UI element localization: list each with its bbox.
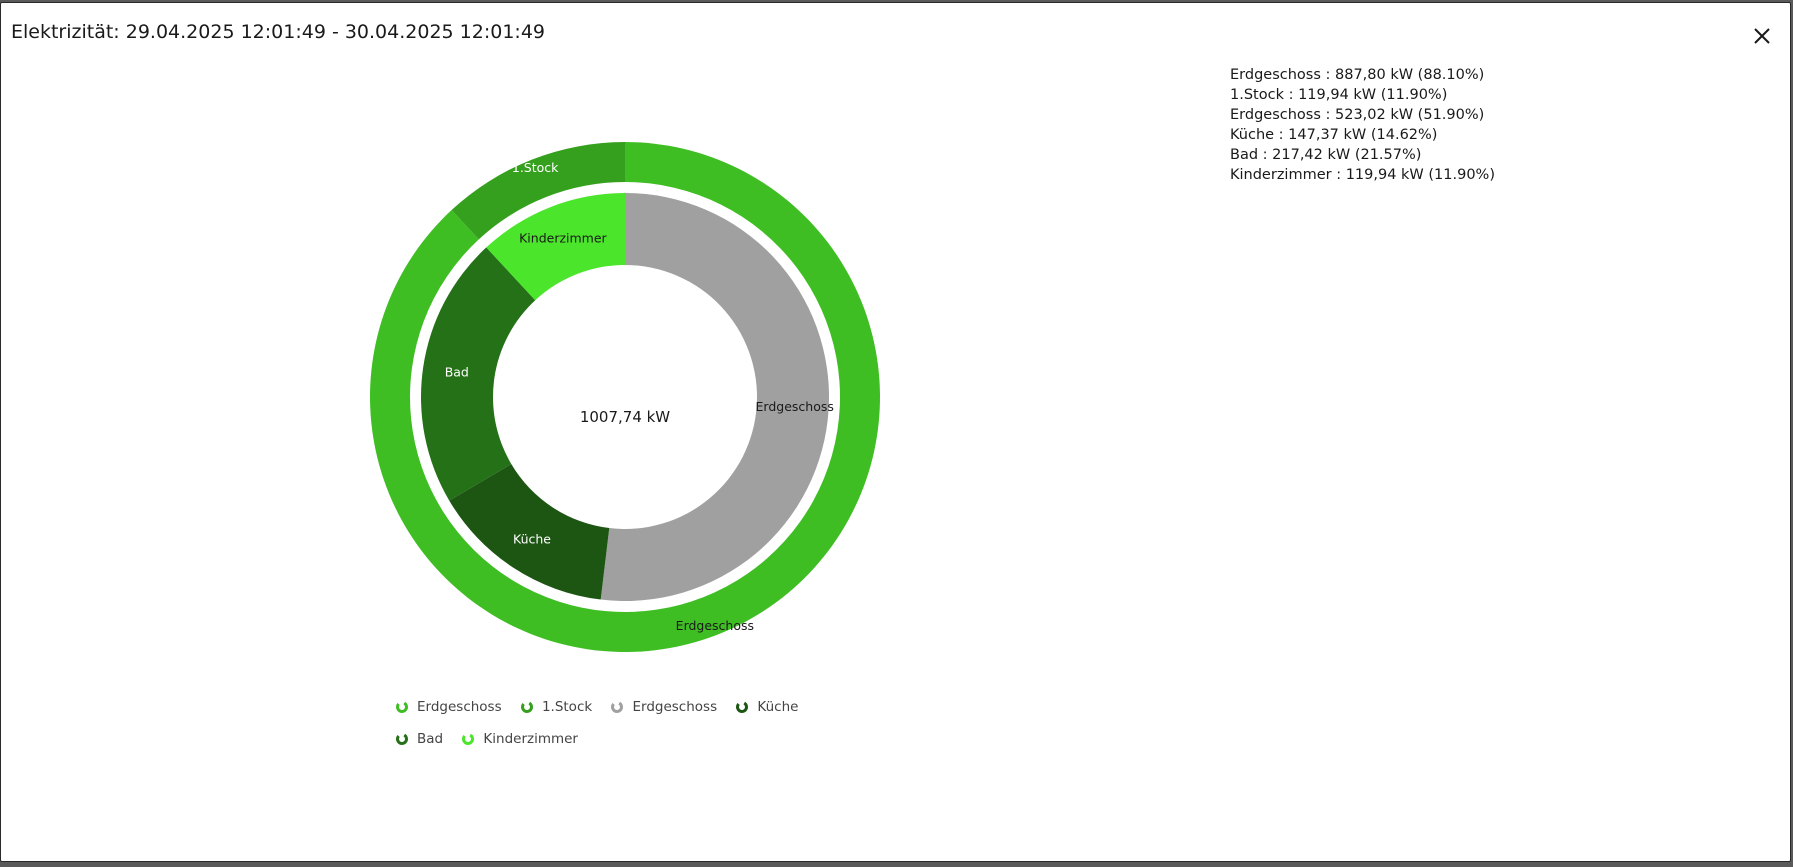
slice-inner-erdgeschoss[interactable] [600, 193, 829, 601]
legend-label: Bad [417, 731, 444, 747]
donut-icon [462, 733, 475, 745]
slice-inner-kueche[interactable] [449, 464, 610, 600]
summary-line: Kinderzimmer : 119,94 kW (11.90%) [1230, 167, 1495, 183]
dialog-title: Elektrizität: 29.04.2025 12:01:49 - 30.0… [11, 21, 546, 43]
slice-inner-bad[interactable] [420, 247, 536, 501]
slice-label-inner-kueche: Küche [513, 531, 551, 546]
legend-item-erdgeschoss-outer[interactable]: Erdgeschoss [395, 691, 502, 723]
close-icon [1754, 28, 1770, 44]
legend-item-1-stock[interactable]: 1.Stock [520, 691, 592, 723]
slice-inner-kinderzimmer[interactable] [486, 193, 625, 301]
value-summary: Erdgeschoss : 887,80 kW (88.10%) 1.Stock… [1230, 65, 1495, 185]
slice-label-inner-kinderzimmer: Kinderzimmer [519, 231, 607, 246]
slice-label-outer-erdgeschoss: Erdgeschoss [676, 618, 754, 633]
summary-line: Erdgeschoss : 523,02 kW (51.90%) [1230, 107, 1485, 123]
slice-label-inner-erdgeschoss: Erdgeschoss [756, 399, 834, 414]
slice-label-outer-1-stock: 1.Stock [512, 160, 559, 175]
legend-item-kinderzimmer[interactable]: Kinderzimmer [461, 723, 578, 755]
chart-center-total: 1007,74 kW [580, 408, 670, 426]
legend-label: Kinderzimmer [483, 731, 578, 747]
slice-label-inner-bad: Bad [445, 364, 469, 379]
donut-chart[interactable]: Erdgeschoss 1.Stock Erdgeschoss Küche Bad Kin… [1, 3, 1791, 703]
legend-label: Erdgeschoss [632, 699, 718, 715]
summary-line: Bad : 217,42 kW (21.57%) [1230, 147, 1422, 163]
legend-item-bad[interactable]: Bad [395, 723, 443, 755]
legend-item-erdgeschoss-inner[interactable]: Erdgeschoss [610, 691, 717, 723]
donut-icon [611, 701, 624, 713]
close-button[interactable] [1747, 21, 1777, 51]
donut-icon [396, 733, 408, 745]
legend-label: Erdgeschoss [417, 699, 502, 715]
donut-icon [736, 701, 749, 713]
donut-icon [396, 701, 408, 713]
summary-line: 1.Stock : 119,94 kW (11.90%) [1230, 87, 1448, 103]
legend-label: 1.Stock [541, 699, 593, 715]
donut-icon [520, 701, 533, 713]
summary-line: Erdgeschoss : 887,80 kW (88.10%) [1230, 67, 1485, 83]
legend-label: Küche [757, 699, 799, 715]
legend-item-kueche[interactable]: Küche [735, 691, 798, 723]
slice-outer-1-stock[interactable] [451, 142, 625, 240]
summary-line: Küche : 147,37 kW (14.62%) [1230, 127, 1438, 143]
chart-legend: Erdgeschoss 1.Stock Erdgeschoss Küche Ba… [395, 691, 875, 755]
